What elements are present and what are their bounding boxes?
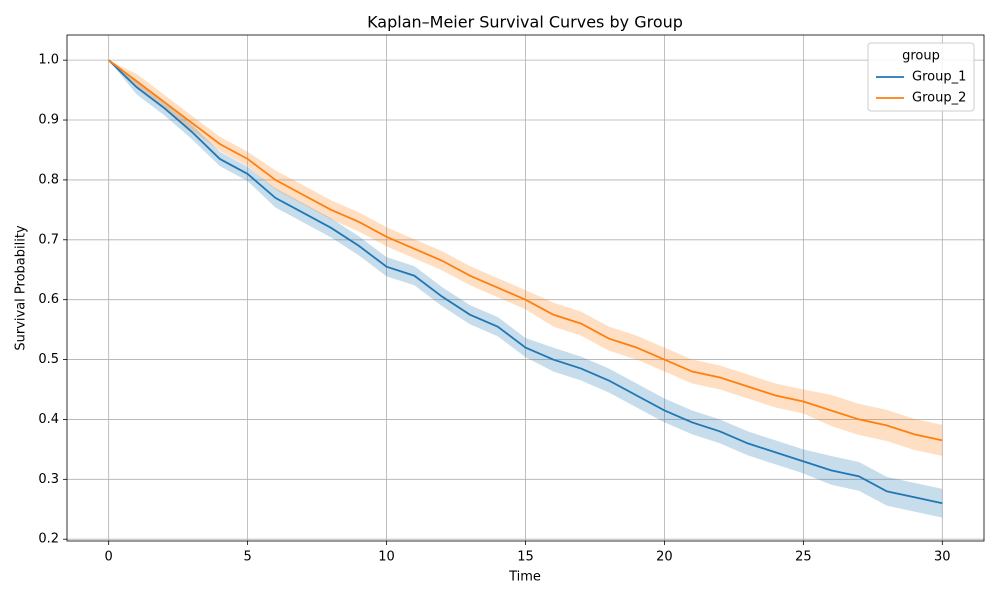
plot-frame [66, 34, 985, 542]
legend-box [867, 42, 975, 112]
y-tick-label: 0.5 [38, 352, 59, 367]
x-tick-label: 5 [243, 550, 251, 565]
x-axis-label: Time [508, 570, 541, 585]
x-tick-label: 10 [378, 550, 395, 565]
y-tick-label: 0.7 [38, 232, 59, 247]
x-tick-label: 20 [656, 550, 673, 565]
x-tick-label: 0 [105, 550, 113, 565]
legend-label: Group_1 [912, 70, 966, 85]
x-tick-label: 30 [934, 550, 951, 565]
y-tick-label: 0.9 [38, 113, 59, 128]
confidence-band [108, 60, 943, 456]
y-tick-label: 0.4 [38, 412, 59, 427]
confidence-band [108, 60, 943, 518]
chart-title: Kaplan–Meier Survival Curves by Group [367, 13, 683, 32]
y-tick-label: 0.3 [38, 472, 59, 487]
legend-label: Group_2 [912, 91, 966, 106]
x-tick-label: 25 [795, 550, 812, 565]
survival-line [108, 59, 943, 442]
survival-line [108, 59, 943, 505]
x-tick-label: 15 [517, 550, 534, 565]
y-tick-label: 0.6 [38, 292, 59, 307]
y-tick-label: 0.2 [38, 532, 59, 547]
y-tick-label: 1.0 [38, 53, 59, 68]
legend-title: group [902, 49, 940, 64]
y-tick-label: 0.8 [38, 172, 59, 187]
y-axis-label: Survival Probability [14, 225, 29, 351]
